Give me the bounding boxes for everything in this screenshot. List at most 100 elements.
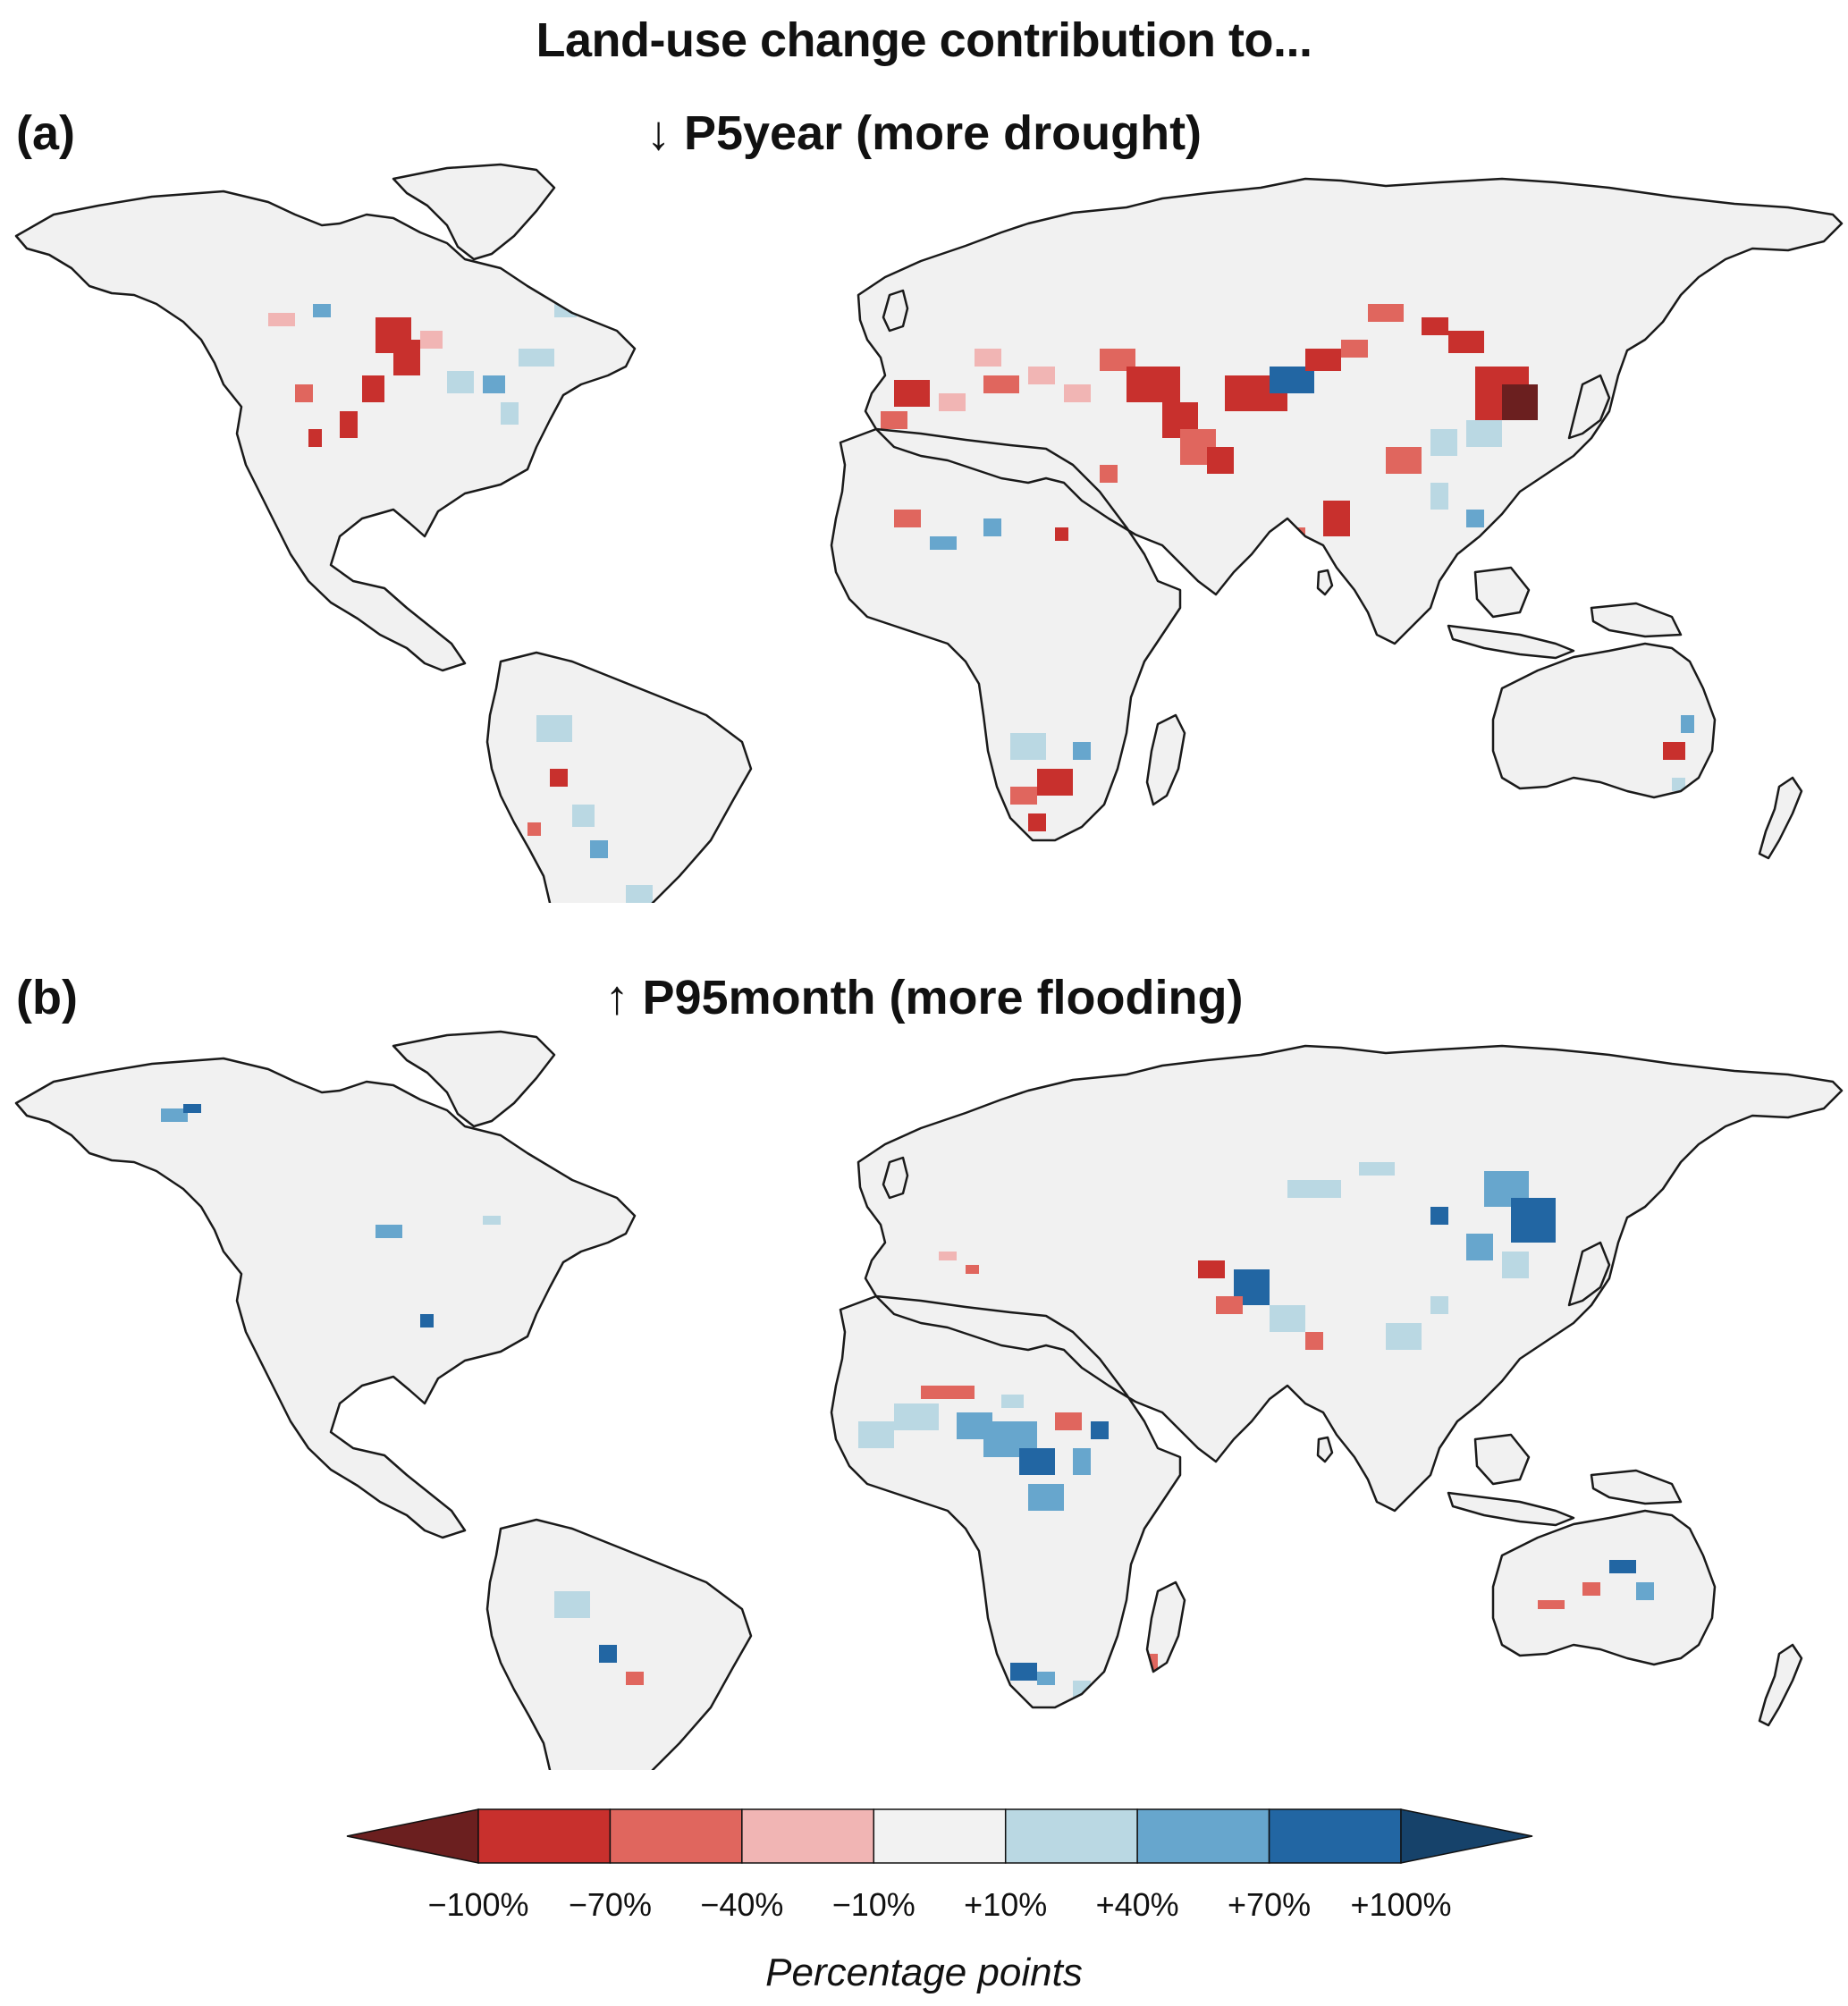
grid-cell-patch [1019, 1448, 1055, 1475]
grid-cell-patch [1430, 1296, 1448, 1314]
grid-cell-patch [939, 393, 966, 411]
grid-cell-patch [590, 840, 608, 858]
grid-cell-patch [268, 313, 295, 326]
figure-title: Land-use change contribution to... [536, 13, 1313, 67]
grid-cell-patch [1073, 1448, 1091, 1475]
grid-cell-patch [983, 375, 1019, 393]
madagascar-landmass [1147, 1582, 1185, 1672]
grid-cell-patch [483, 1216, 501, 1225]
colorbar-tick-label: −100% [427, 1886, 529, 1923]
colorbar-tick-label: +10% [964, 1886, 1048, 1923]
grid-cell-patch [939, 1252, 957, 1260]
colorbar-bin [477, 1808, 612, 1864]
grid-cell-patch [1672, 778, 1685, 791]
grid-cell-patch [1386, 447, 1422, 474]
grid-cell-patch [1448, 331, 1484, 353]
grid-cell-patch [881, 411, 907, 429]
south-america-landmass [487, 653, 751, 903]
grid-cell-patch [340, 411, 358, 438]
madagascar-coastline [1145, 1580, 1186, 1673]
japan-landmass [1569, 375, 1609, 438]
australia-coastline [1491, 1509, 1717, 1666]
grid-cell-patch [483, 375, 505, 393]
grid-cell-patch [572, 805, 595, 827]
uk-landmass [883, 291, 907, 331]
japan-coastline [1567, 1241, 1611, 1307]
grid-cell-patch [362, 375, 384, 402]
grid-cell-patch [1582, 1582, 1600, 1596]
grid-cell-patch [894, 510, 921, 527]
grid-cell-patch [313, 304, 331, 317]
colorbar-bin [741, 1808, 875, 1864]
grid-cell-patch [1663, 742, 1685, 760]
japan-coastline [1567, 374, 1611, 440]
grid-cell-patch [393, 340, 420, 375]
indonesia-coastline [1447, 1491, 1575, 1527]
grid-cell-patch [536, 715, 572, 742]
africa-landmass [831, 429, 1180, 840]
grid-cell-patch [1073, 742, 1091, 760]
colorbar-label: Percentage points [765, 1951, 1083, 1994]
grid-cell-patch [921, 1386, 975, 1399]
north-america-landmass [16, 1058, 635, 1538]
grid-cell-patch [930, 536, 957, 550]
grid-cell-patch [1028, 1484, 1064, 1511]
grid-cell-patch [983, 518, 1001, 536]
south-america-coastline [485, 651, 753, 903]
borneo-landmass [1475, 1435, 1529, 1484]
grid-cell-patch [975, 349, 1001, 367]
data-patches [161, 1104, 1654, 1698]
south-america-coastline [485, 1518, 753, 1770]
grid-cell-patch [1010, 787, 1037, 805]
grid-cell-patch [554, 304, 577, 317]
eurasia-landmass [858, 179, 1842, 644]
new-guinea-coastline [1590, 602, 1683, 638]
eurasia-coastline [856, 177, 1844, 645]
north-america-coastline [14, 190, 637, 672]
grid-cell-patch [1386, 1323, 1422, 1350]
colorbar-bin [609, 1808, 743, 1864]
new-zealand-coastline [1758, 1643, 1803, 1727]
africa-landmass [831, 1296, 1180, 1707]
colorbar-bin [1136, 1808, 1270, 1864]
eurasia-landmass [858, 1046, 1842, 1511]
indonesia-landmass [1448, 626, 1574, 658]
greenland-coastline [392, 163, 556, 261]
grid-cell-patch [1091, 1421, 1109, 1439]
grid-cell-patch [1368, 304, 1404, 322]
grid-cell-patch [1502, 1252, 1529, 1278]
borneo-coastline [1473, 566, 1531, 619]
grid-cell-patch [1422, 317, 1448, 335]
grid-cell-patch [626, 885, 653, 903]
grid-cell-patch [295, 384, 313, 402]
grid-cell-patch [599, 1645, 617, 1663]
borneo-landmass [1475, 568, 1529, 617]
grid-cell-patch [420, 1314, 434, 1328]
eurasia-coastline [856, 1044, 1844, 1513]
panel-b-title: ↑ P95month (more flooding) [604, 971, 1244, 1024]
grid-cell-patch [550, 769, 568, 787]
colorbar-bin [873, 1808, 1007, 1864]
new-zealand-coastline [1758, 776, 1803, 860]
grid-cell-patch [1100, 465, 1118, 483]
data-patches [268, 304, 1694, 903]
north-america-coastline [14, 1057, 637, 1539]
grid-cell-patch [1341, 340, 1368, 358]
south-america-landmass [487, 1520, 751, 1770]
africa-coastline [830, 427, 1182, 842]
grid-cell-patch [1323, 501, 1350, 536]
grid-cell-patch [1037, 769, 1073, 796]
grid-cell-patch [1207, 447, 1234, 474]
colorbar-bin [1004, 1808, 1138, 1864]
grid-cell-patch [554, 1591, 590, 1618]
colorbar-tick-label: −70% [568, 1886, 652, 1923]
indonesia-landmass [1448, 1493, 1574, 1525]
grid-cell-patch [626, 1672, 644, 1685]
grid-cell-patch [742, 1573, 755, 1587]
colorbar-tick-label: −10% [831, 1886, 916, 1923]
colorbar-bin [1268, 1808, 1402, 1864]
grid-cell-patch [1055, 527, 1068, 541]
grid-cell-patch [1270, 1305, 1305, 1332]
grid-cell-patch [1127, 367, 1180, 402]
australia-landmass [1493, 1511, 1715, 1665]
